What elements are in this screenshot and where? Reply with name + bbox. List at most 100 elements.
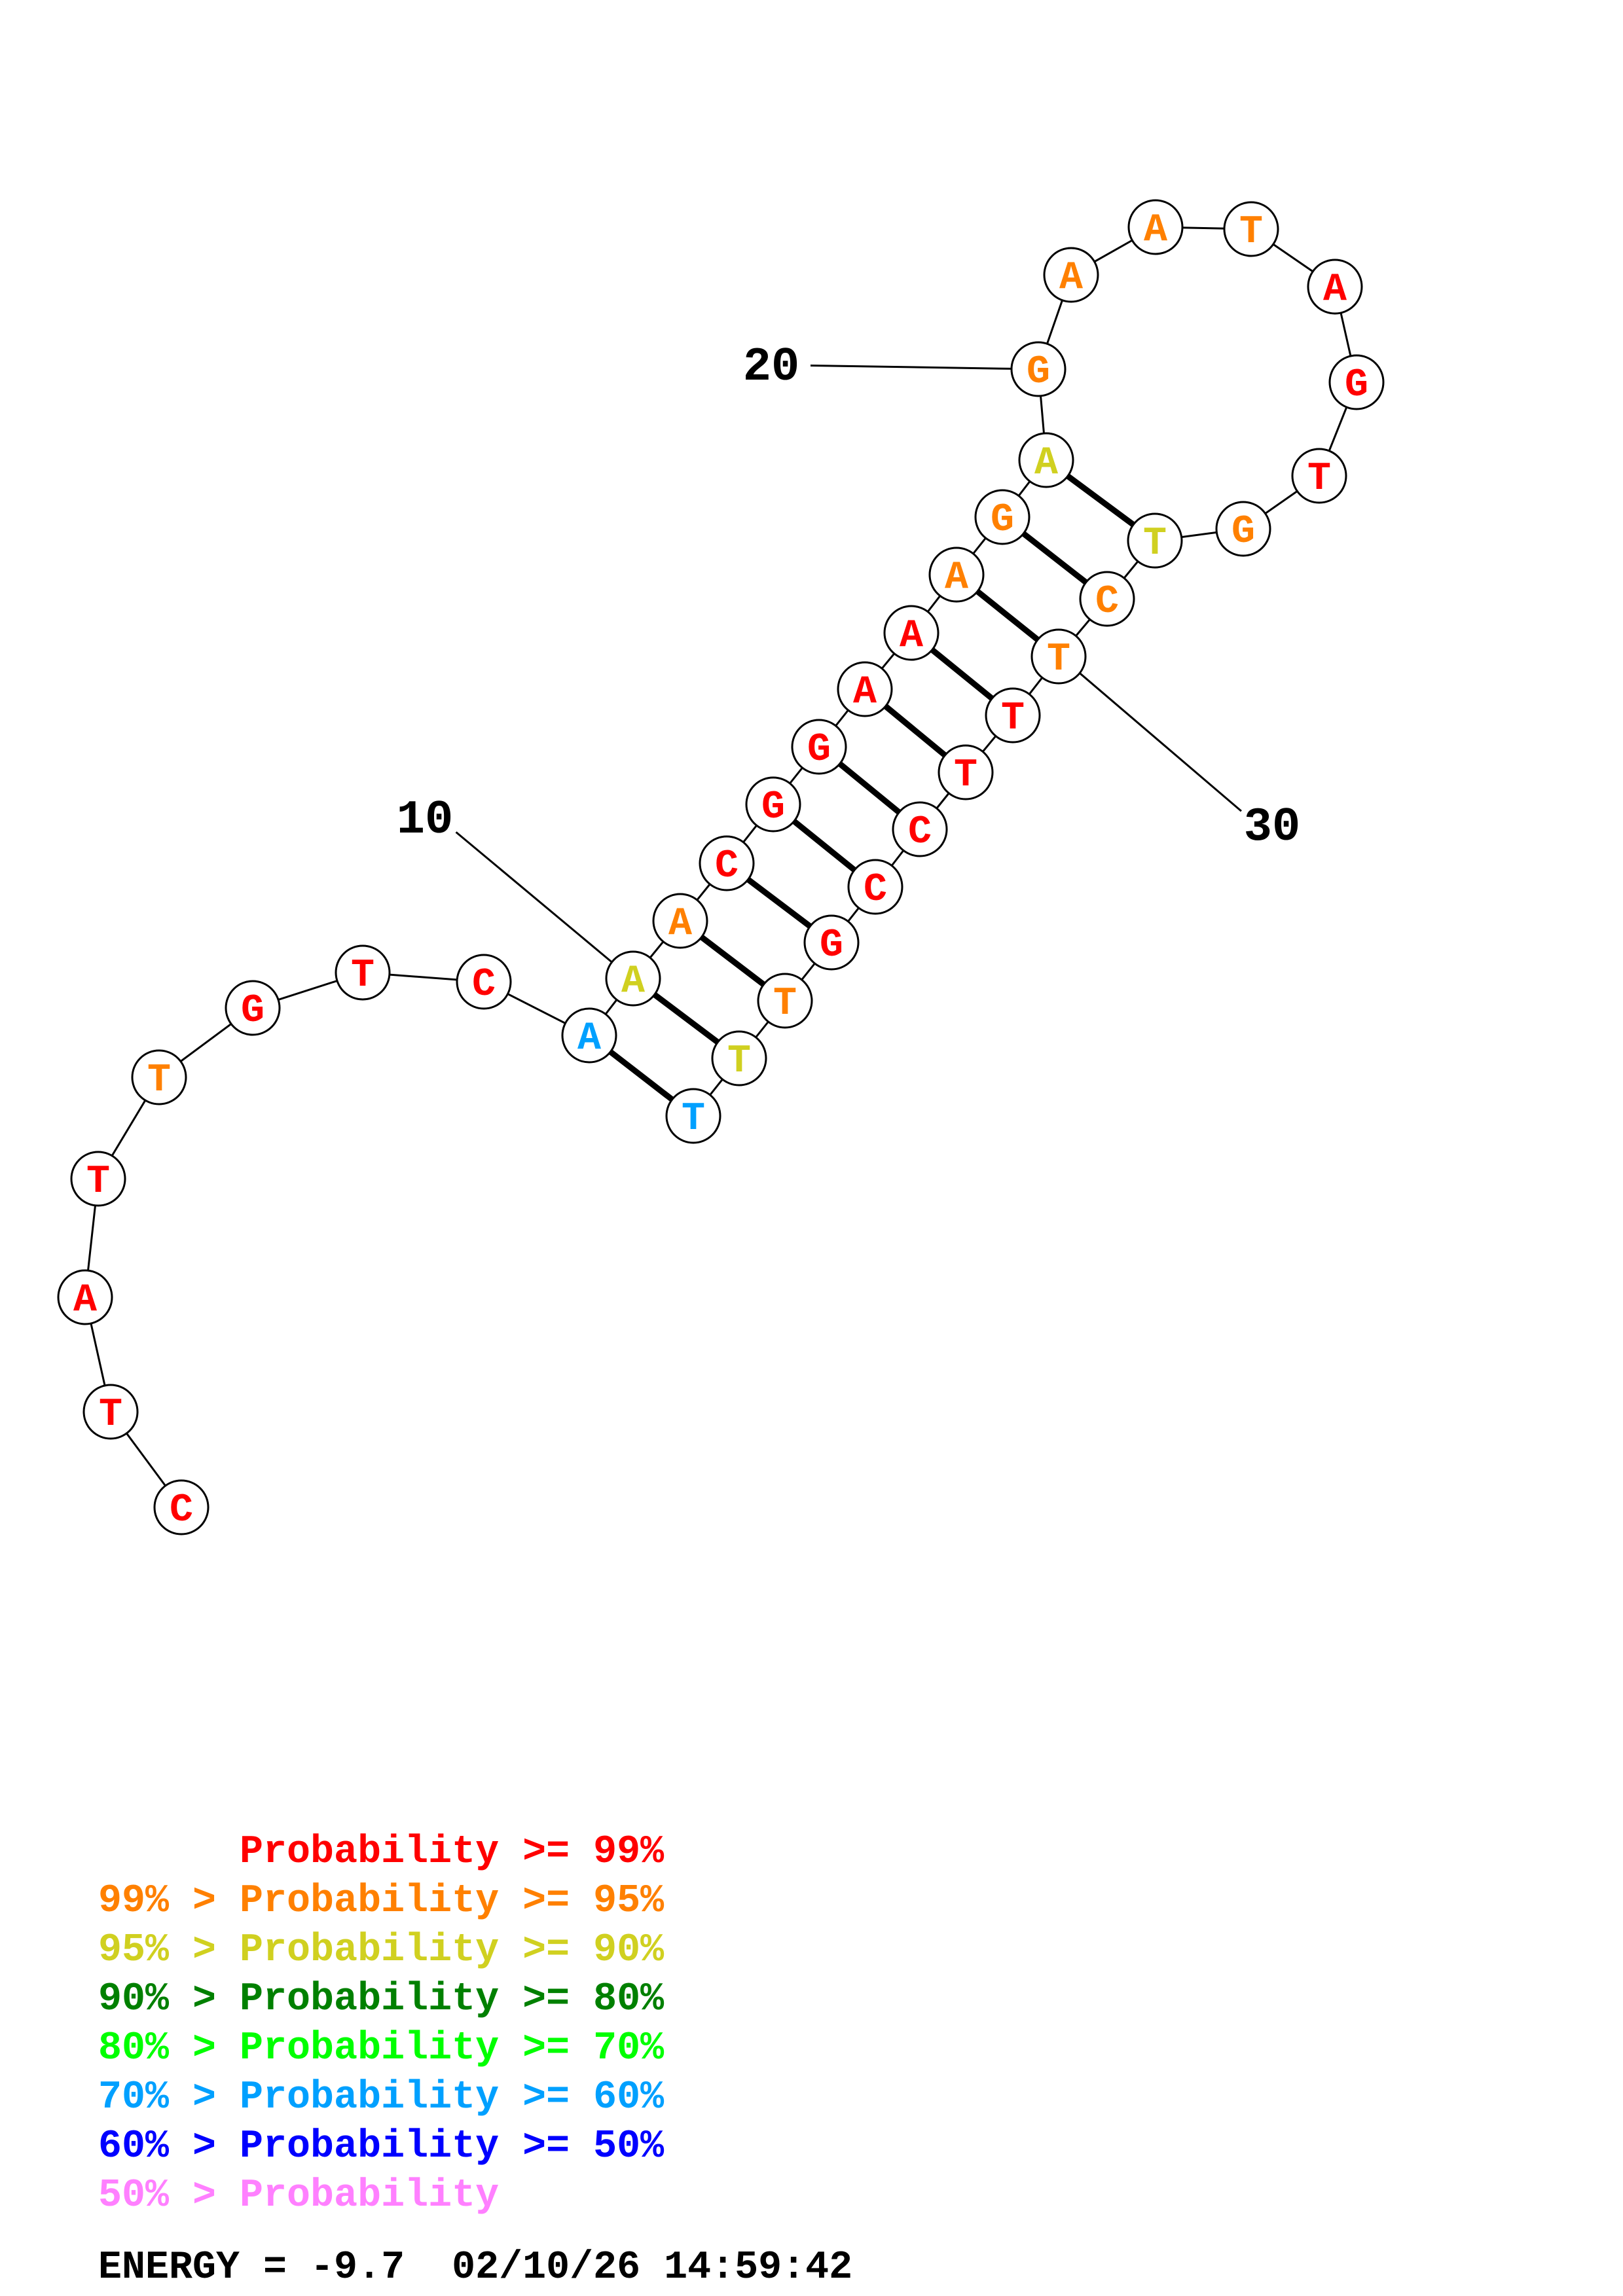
base-node: T <box>335 944 391 1001</box>
base-circle <box>883 605 939 661</box>
base-circle <box>711 1030 767 1086</box>
base-letter: A <box>73 1278 97 1323</box>
base-circle <box>1223 201 1279 257</box>
base-letter: A <box>853 670 877 715</box>
base-letter: A <box>577 1016 601 1061</box>
base-letter: A <box>900 614 923 658</box>
legend-entry: 50% > Probability <box>98 2174 500 2218</box>
base-circle <box>605 950 661 1007</box>
base-node: G <box>803 914 860 971</box>
base-letter: T <box>351 954 374 998</box>
base-circle <box>153 1479 210 1535</box>
base-letter: A <box>1059 256 1083 300</box>
legend-entry: 80% > Probability >= 70% <box>98 2026 665 2071</box>
base-circle <box>1215 501 1271 557</box>
position-label: 10 <box>397 793 453 847</box>
base-circle <box>131 1049 187 1105</box>
base-node: A <box>605 950 661 1007</box>
base-node: T <box>70 1151 126 1207</box>
base-letter: T <box>1239 210 1263 255</box>
base-node: C <box>699 835 755 891</box>
position-labels: 10 20 30 <box>397 340 1300 963</box>
base-letter: T <box>682 1097 705 1141</box>
base-circle <box>938 744 994 800</box>
base-node: A <box>652 893 708 949</box>
base-letter: T <box>99 1393 122 1437</box>
base-letter: T <box>727 1039 751 1084</box>
base-node: G <box>791 719 847 775</box>
legend-entry: 60% > Probability >= 50% <box>98 2125 665 2169</box>
base-circle <box>652 893 708 949</box>
base-node: G <box>1010 341 1067 397</box>
base-circle <box>70 1151 126 1207</box>
base-letter: C <box>170 1488 193 1533</box>
position-label: 30 <box>1244 800 1300 854</box>
base-node: C <box>1079 571 1135 627</box>
base-node: C <box>456 954 512 1010</box>
base-circle <box>1010 341 1067 397</box>
base-circle <box>928 547 985 603</box>
base-node: A <box>561 1007 617 1064</box>
base-letter: C <box>864 868 887 912</box>
base-node: T <box>665 1088 721 1144</box>
base-letter: C <box>1095 580 1119 624</box>
base-circle <box>456 954 512 1010</box>
base-node: A <box>883 605 939 661</box>
base-letter: T <box>86 1160 110 1204</box>
base-circle <box>1127 199 1184 255</box>
base-node: T <box>1127 512 1183 569</box>
energy-line: ENERGY = -9.7 02/10/26 14:59:42 <box>98 2246 853 2290</box>
base-node: T <box>938 744 994 800</box>
base-circle <box>665 1088 721 1144</box>
base-circle <box>892 801 948 857</box>
base-letter: G <box>1345 363 1368 408</box>
base-node: G <box>1328 354 1385 410</box>
base-circle <box>57 1269 113 1325</box>
base-letter: T <box>1307 457 1331 501</box>
base-node: G <box>225 980 281 1036</box>
base-node: C <box>892 801 948 857</box>
base-circle <box>745 776 801 833</box>
base-node: C <box>847 859 903 915</box>
base-node: T <box>131 1049 187 1105</box>
legend-entry: 95% > Probability >= 90% <box>98 1928 665 1973</box>
base-letter: A <box>1323 268 1347 312</box>
base-node: C <box>153 1479 210 1535</box>
base-circle <box>847 859 903 915</box>
base-node: T <box>82 1384 139 1440</box>
base-letter: G <box>241 989 264 1033</box>
base-node: A <box>57 1269 113 1325</box>
base-letter: G <box>991 498 1014 543</box>
base-letter: G <box>1231 510 1255 554</box>
base-letter: A <box>1144 208 1167 253</box>
base-letter: C <box>472 963 496 1007</box>
base-circle <box>335 944 391 1001</box>
base-letter: A <box>945 556 968 600</box>
base-circle <box>757 973 813 1029</box>
base-letter: T <box>773 982 797 1026</box>
base-node: T <box>1030 628 1087 685</box>
base-letter: A <box>621 960 645 1004</box>
legend-entry: 90% > Probability >= 80% <box>98 1977 665 2022</box>
position-leader-line <box>1079 672 1242 812</box>
base-circle <box>974 489 1030 545</box>
position-label: 20 <box>743 340 799 394</box>
base-circle <box>985 687 1041 744</box>
base-node: A <box>928 547 985 603</box>
base-circle <box>1307 259 1363 315</box>
base-node: T <box>1291 448 1347 504</box>
base-circle <box>225 980 281 1036</box>
base-circle <box>1043 247 1099 303</box>
base-letter: G <box>820 924 843 968</box>
base-node: A <box>1127 199 1184 255</box>
base-node: T <box>985 687 1041 744</box>
base-circle <box>1079 571 1135 627</box>
base-letter: G <box>1027 350 1050 395</box>
base-letter: T <box>147 1058 171 1103</box>
base-letter: C <box>715 844 739 889</box>
base-circle <box>1328 354 1385 410</box>
legend-entry: Probability >= 99% <box>98 1830 665 1874</box>
base-node: A <box>1043 247 1099 303</box>
base-circle <box>1291 448 1347 504</box>
